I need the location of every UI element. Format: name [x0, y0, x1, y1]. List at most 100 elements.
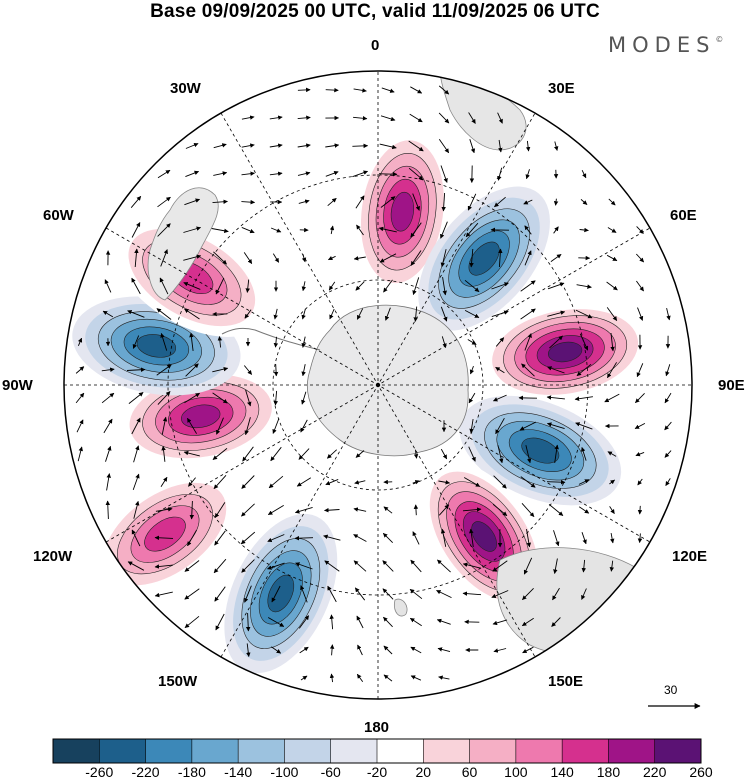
- wind-arrow: [379, 143, 397, 150]
- latitude-circle: [272, 279, 484, 491]
- wind-arrow: [437, 559, 451, 573]
- wind-arrow: [664, 450, 672, 458]
- wind-arrow: [211, 228, 229, 233]
- wind-arrow: [581, 169, 587, 179]
- colorbar-segment: [238, 739, 285, 763]
- wind-arrow: [272, 418, 280, 434]
- colorbar-segment: [53, 739, 100, 763]
- wind-arrow: [441, 336, 447, 349]
- wind-arrow: [408, 167, 424, 181]
- wind-arrow: [438, 480, 451, 485]
- wind-arrow: [576, 363, 592, 377]
- wind-arrow: [161, 445, 166, 462]
- wind-arrow: [465, 222, 479, 238]
- wind-arrow: [581, 588, 587, 600]
- wind-arrow: [294, 506, 313, 514]
- wind-arrow: [438, 138, 450, 154]
- wind-arrow: [301, 364, 306, 377]
- wind-arrow: [355, 281, 365, 291]
- wind-arrow: [212, 392, 228, 404]
- wind-arrow: [269, 171, 283, 176]
- wind-arrow: [215, 277, 225, 295]
- lon-label-150e: 150E: [548, 673, 584, 690]
- wind-arrow: [101, 392, 115, 404]
- wind-arrow: [382, 532, 394, 544]
- wind-arrow: [492, 560, 508, 572]
- negative-anomaly-center: [72, 296, 241, 396]
- wind-arrow: [664, 392, 672, 404]
- wind-arrow: [492, 394, 507, 402]
- wind-arrow: [214, 586, 226, 602]
- wind-arrow: [325, 478, 339, 486]
- wind-arrow: [133, 445, 140, 463]
- wind-arrow: [243, 365, 253, 375]
- wind-arrow: [241, 559, 255, 573]
- wind-arrow: [495, 337, 505, 347]
- wind-arrow: [665, 478, 671, 486]
- wind-arrow: [575, 422, 593, 430]
- wind-arrow: [267, 617, 285, 627]
- colorbar-segment: [284, 739, 332, 763]
- colorbar-segment: [99, 739, 146, 763]
- wind-arrow: [297, 143, 311, 148]
- wind-arrow: [106, 473, 111, 491]
- wind-arrow: [215, 613, 225, 631]
- wind-arrow: [241, 115, 255, 120]
- wind-arrow: [355, 450, 365, 458]
- wind-arrow: [154, 535, 174, 541]
- wind-arrow: [609, 479, 615, 485]
- lon-label-120w: 120W: [33, 548, 73, 565]
- wind-arrow: [324, 560, 340, 572]
- colorbar-tick-label: 220: [643, 764, 667, 780]
- colorbar-tick-label: -220: [131, 764, 160, 780]
- wind-arrow: [610, 333, 615, 352]
- wind-arrow: [131, 417, 141, 435]
- wind-arrow: [498, 248, 503, 268]
- wind-arrow: [189, 500, 195, 520]
- wind-arrow: [155, 507, 173, 512]
- colorbar: [52, 738, 702, 764]
- wind-arrow: [553, 226, 559, 234]
- wind-arrow: [183, 226, 202, 233]
- wind-arrow: [217, 336, 223, 348]
- wind-arrow: [273, 364, 279, 377]
- wind-arrow: [131, 529, 141, 547]
- wind-arrow: [324, 507, 340, 513]
- wind-arrow: [492, 619, 508, 626]
- wind-arrow: [188, 477, 196, 487]
- wind-arrow: [381, 87, 395, 93]
- wind-arrow: [383, 616, 393, 628]
- wind-arrow: [551, 617, 561, 627]
- wind-arrow: [355, 195, 365, 209]
- wind-arrow: [325, 143, 340, 148]
- wind-arrow: [104, 279, 112, 293]
- wind-arrow: [131, 222, 141, 238]
- wind-arrow: [352, 143, 369, 149]
- colorbar-segment: [330, 739, 378, 763]
- wind-arrow: [546, 395, 565, 400]
- anomaly-contour: [521, 437, 560, 464]
- wind-arrow: [469, 528, 474, 547]
- wind-arrow: [327, 585, 337, 603]
- wind-arrow: [378, 226, 397, 233]
- lon-label-120e: 120E: [672, 548, 708, 565]
- negative-anomaly-center: [224, 513, 338, 674]
- wind-arrow: [103, 418, 113, 434]
- wind-arrow: [297, 87, 311, 93]
- wind-arrow: [214, 530, 226, 546]
- wind-arrow: [244, 585, 252, 603]
- wind-arrow: [575, 309, 593, 319]
- wind-arrow: [384, 307, 391, 321]
- wind-arrow: [297, 115, 311, 121]
- wind-arrow: [185, 363, 199, 377]
- lon-label-90e: 90E: [718, 377, 745, 394]
- wind-arrow: [492, 503, 508, 517]
- anomaly-contour: [136, 334, 177, 358]
- wind-arrow: [105, 445, 112, 462]
- wind-arrow: [553, 141, 559, 151]
- wind-arrow: [464, 310, 480, 318]
- wind-arrow: [491, 590, 509, 598]
- wind-arrow: [462, 591, 482, 596]
- wind-arrow: [491, 282, 509, 290]
- wind-arrow: [378, 171, 398, 177]
